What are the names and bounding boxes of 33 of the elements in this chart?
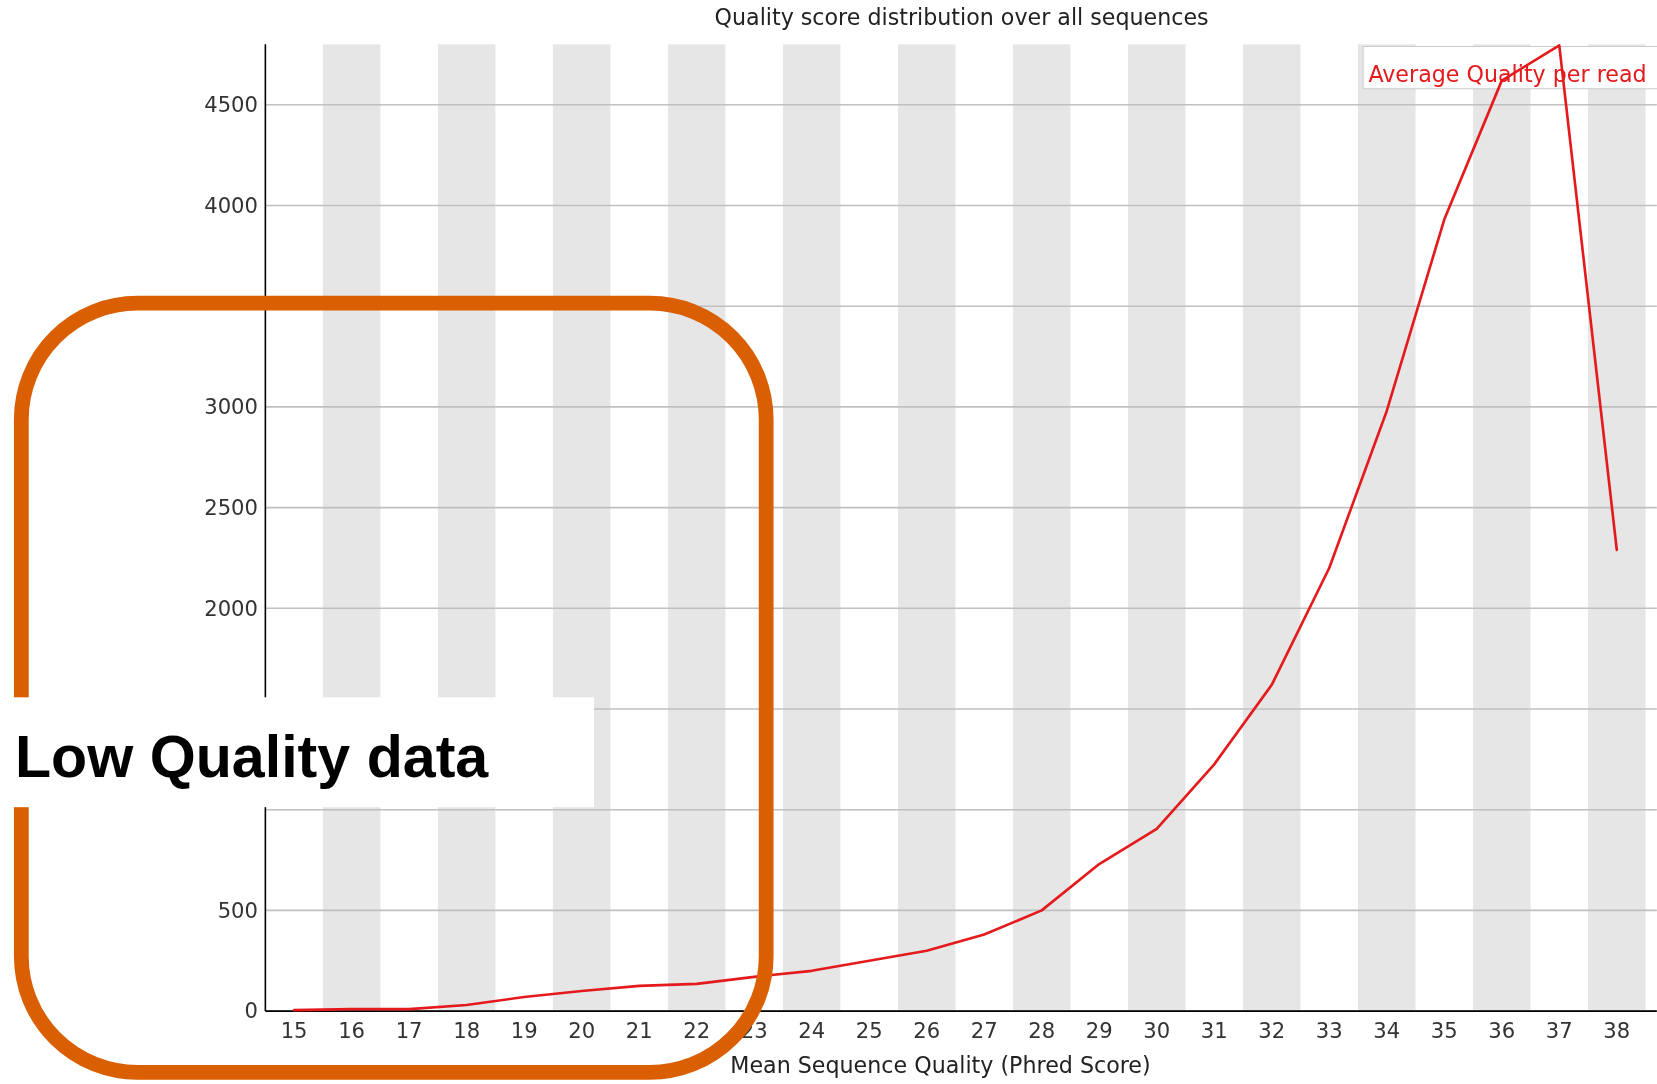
x-tick-label: 24 bbox=[798, 1017, 826, 1043]
y-tick-label: 2000 bbox=[204, 595, 258, 621]
x-tick-label: 15 bbox=[280, 1017, 308, 1043]
chart-title: Quality score distribution over all sequences bbox=[714, 4, 1209, 31]
x-tick-label: 17 bbox=[395, 1017, 423, 1043]
x-tick-label: 31 bbox=[1200, 1017, 1228, 1043]
x-tick-label: 19 bbox=[510, 1017, 538, 1043]
x-tick-label: 20 bbox=[568, 1017, 596, 1043]
x-tick-label: 16 bbox=[338, 1017, 366, 1043]
x-tick-label: 25 bbox=[855, 1017, 883, 1043]
x-tick-label: 22 bbox=[683, 1017, 711, 1043]
x-axis-title: Mean Sequence Quality (Phred Score) bbox=[730, 1052, 1151, 1079]
x-tick-label: 34 bbox=[1373, 1017, 1401, 1043]
y-tick-label: 500 bbox=[217, 897, 258, 923]
x-tick-label: 36 bbox=[1488, 1017, 1516, 1043]
x-tick-label: 21 bbox=[625, 1017, 653, 1043]
y-tick-label: 4000 bbox=[204, 192, 258, 218]
x-tick-label: 28 bbox=[1028, 1017, 1056, 1043]
y-tick-label: 2500 bbox=[204, 494, 258, 520]
x-tick-label: 38 bbox=[1603, 1017, 1631, 1043]
x-tick-label: 29 bbox=[1085, 1017, 1113, 1043]
x-tick-label: 35 bbox=[1430, 1017, 1458, 1043]
x-tick-label: 37 bbox=[1545, 1017, 1573, 1043]
y-tick-label: 3000 bbox=[204, 394, 258, 420]
x-tick-label: 26 bbox=[913, 1017, 941, 1043]
y-tick-label: 0 bbox=[244, 998, 258, 1024]
x-tick-label: 30 bbox=[1143, 1017, 1171, 1043]
x-tick-label: 32 bbox=[1258, 1017, 1286, 1043]
x-tick-label: 27 bbox=[970, 1017, 998, 1043]
x-tick-label: 33 bbox=[1315, 1017, 1343, 1043]
annotation: Low Quality data bbox=[14, 722, 490, 790]
x-tick-label: 18 bbox=[453, 1017, 481, 1043]
y-tick-label: 4500 bbox=[204, 92, 258, 118]
